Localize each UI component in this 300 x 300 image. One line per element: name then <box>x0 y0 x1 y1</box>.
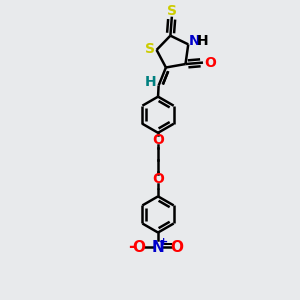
Text: S: S <box>167 4 177 18</box>
Text: H: H <box>145 75 156 89</box>
Text: O: O <box>133 240 146 255</box>
Text: H: H <box>197 34 208 48</box>
Text: S: S <box>145 42 155 56</box>
Text: +: + <box>159 237 168 247</box>
Text: O: O <box>170 240 184 255</box>
Text: O: O <box>204 56 216 70</box>
Text: N: N <box>152 240 164 255</box>
Text: O: O <box>152 172 164 186</box>
Text: O: O <box>152 133 164 147</box>
Text: N: N <box>189 34 200 48</box>
Text: -: - <box>128 238 135 256</box>
